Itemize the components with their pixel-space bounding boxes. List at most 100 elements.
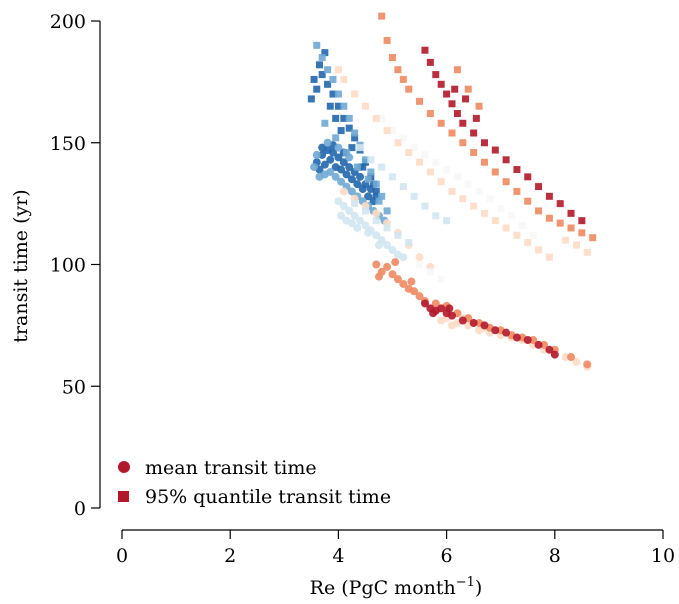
mean-transit-point xyxy=(374,241,383,250)
mean-transit-point xyxy=(356,172,365,181)
quantile-transit-point xyxy=(340,102,348,110)
quantile-transit-point xyxy=(394,66,402,74)
mean-transit-point xyxy=(361,221,370,230)
quantile-transit-point xyxy=(545,214,553,222)
quantile-transit-point xyxy=(437,178,445,186)
quantile-transit-point xyxy=(410,192,418,200)
mean-transit-point xyxy=(393,275,402,284)
mean-transit-point xyxy=(320,160,329,169)
quantile-transit-point xyxy=(470,129,478,137)
mean-transit-point xyxy=(437,304,446,313)
quantile-transit-point xyxy=(394,231,402,239)
quantile-transit-point xyxy=(421,202,429,210)
quantile-transit-point xyxy=(307,95,315,103)
quantile-transit-point xyxy=(383,36,391,44)
quantile-transit-point xyxy=(437,275,445,283)
quantile-transit-point xyxy=(416,97,424,105)
mean-transit-point xyxy=(399,253,408,262)
quantile-transit-point xyxy=(459,139,467,147)
quantile-transit-point xyxy=(545,253,553,261)
quantile-transit-point xyxy=(329,90,337,98)
quantile-transit-point xyxy=(432,158,440,166)
quantile-transit-point xyxy=(556,200,564,208)
mean-transit-point xyxy=(388,245,397,254)
quantile-transit-point xyxy=(340,114,348,122)
legend-label-mean: mean transit time xyxy=(145,457,317,479)
quantile-transit-point xyxy=(345,114,353,122)
mean-transit-point xyxy=(448,321,457,330)
quantile-transit-point xyxy=(318,54,326,62)
quantile-transit-point xyxy=(321,119,329,127)
quantile-transit-point xyxy=(351,90,359,98)
axes: 0 50 100 150 200 0 2 4 6 8 10 xyxy=(50,11,675,567)
quantile-transit-point xyxy=(432,212,440,220)
quantile-transit-point xyxy=(464,85,472,93)
mean-transit-point xyxy=(374,272,383,281)
quantile-transit-point xyxy=(383,224,391,232)
quantile-transit-point xyxy=(318,71,326,79)
x-tick-label: 0 xyxy=(116,545,128,567)
quantile-transit-point xyxy=(399,134,407,142)
quantile-transit-point xyxy=(332,134,340,142)
quantile-transit-point xyxy=(367,168,375,176)
quantile-transit-point xyxy=(491,217,499,225)
quantile-transit-point xyxy=(361,102,369,110)
mean-transit-point xyxy=(437,316,446,325)
mean-transit-point xyxy=(345,163,354,172)
quantile-transit-point xyxy=(399,75,407,83)
quantile-transit-point xyxy=(343,148,351,156)
quantile-transit-point xyxy=(583,248,591,256)
mean-transit-point xyxy=(347,175,356,184)
quantile-transit-point xyxy=(405,239,413,247)
mean-transit-point xyxy=(342,170,351,179)
mean-transit-point xyxy=(339,202,348,211)
quantile-transit-point xyxy=(372,180,380,188)
quantile-transit-point xyxy=(334,66,342,74)
quantile-transit-point xyxy=(513,231,521,239)
mean-transit-point xyxy=(523,335,532,344)
quantile-transit-point xyxy=(480,158,488,166)
x-tick-label: 4 xyxy=(332,545,344,567)
x-ticks: 0 2 4 6 8 10 xyxy=(116,530,675,567)
legend-label-quantile: 95% quantile transit time xyxy=(145,486,391,508)
quantile-transit-point xyxy=(340,75,348,83)
quantile-transit-point xyxy=(470,148,478,156)
quantile-transit-point xyxy=(416,158,424,166)
quantile-transit-point xyxy=(524,173,532,181)
quantile-transit-point xyxy=(459,195,467,203)
mean-transit-point xyxy=(326,167,335,176)
mean-transit-point xyxy=(353,223,362,232)
quantile-transit-point xyxy=(448,187,456,195)
quantile-transit-point xyxy=(472,114,480,122)
quantile-transit-point xyxy=(448,129,456,137)
quantile-transit-point xyxy=(372,217,380,225)
quantile-transit-point xyxy=(421,151,429,159)
quantile-transit-point xyxy=(524,239,532,247)
quantile-transit-point xyxy=(451,85,459,93)
quantile-transit-point xyxy=(389,54,396,62)
quantile-transit-point xyxy=(334,90,342,98)
quantile-transit-point xyxy=(353,163,361,171)
quantile-transit-point xyxy=(480,209,488,217)
mean-transit-point xyxy=(415,292,424,301)
quantile-transit-point xyxy=(426,58,434,66)
mean-transit-point xyxy=(364,228,373,237)
quantile-transit-point xyxy=(443,166,451,174)
quantile-transit-point xyxy=(545,192,553,200)
mean-transit-point xyxy=(410,287,419,296)
quantile-transit-point xyxy=(313,41,321,49)
quantile-transit-point xyxy=(535,246,543,254)
quantile-transit-point xyxy=(405,85,413,93)
mean-transit-point xyxy=(445,304,454,313)
y-tick-label: 50 xyxy=(62,376,86,398)
mean-transit-point xyxy=(415,253,424,262)
y-tick-label: 150 xyxy=(50,133,86,155)
y-tick-label: 100 xyxy=(50,255,86,277)
y-tick-label: 200 xyxy=(50,11,86,33)
quantile-transit-point xyxy=(453,173,461,181)
mean-transit-point xyxy=(358,185,367,194)
mean-transit-point xyxy=(353,180,362,189)
quantile-transit-point xyxy=(345,124,353,132)
quantile-transit-point xyxy=(389,127,396,135)
quantile-transit-point xyxy=(351,200,359,208)
